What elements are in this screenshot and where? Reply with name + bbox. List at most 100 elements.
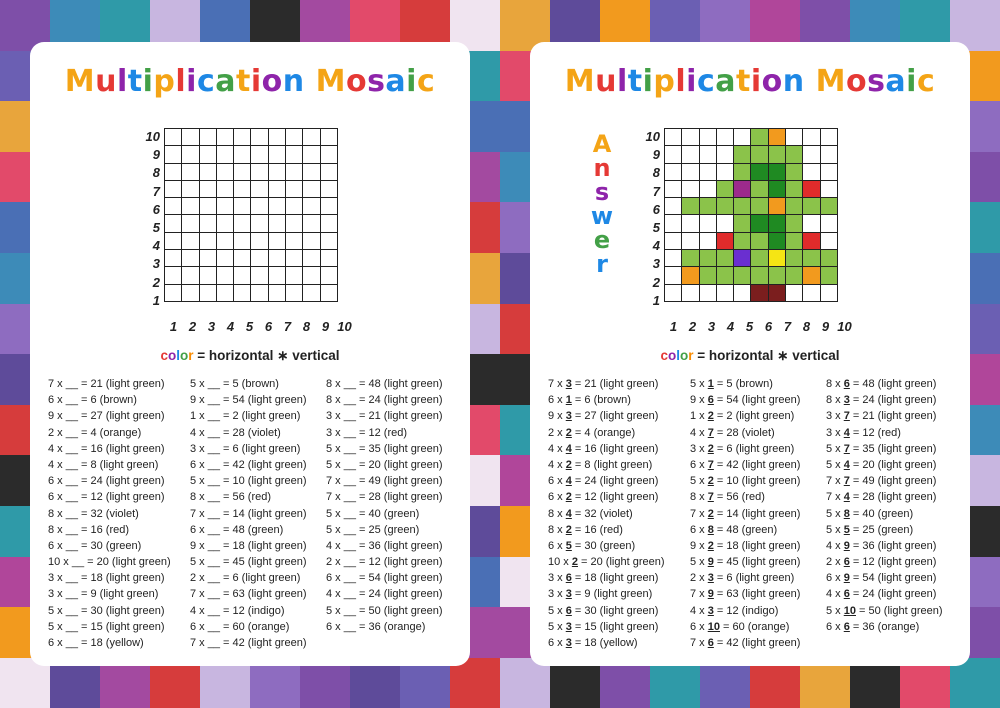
grid-cell[interactable] (163, 283, 183, 302)
grid-cell[interactable] (198, 127, 217, 147)
grid-cell[interactable] (233, 249, 252, 268)
grid-cell[interactable] (285, 266, 304, 285)
grid-cell[interactable] (181, 283, 200, 302)
grid-cell[interactable] (163, 266, 183, 285)
grid-cell[interactable] (302, 283, 321, 302)
grid-cell[interactable] (215, 249, 235, 268)
grid-cell[interactable] (302, 127, 321, 147)
grid-cell[interactable] (198, 197, 217, 216)
grid-cell[interactable] (319, 197, 338, 216)
grid-cell[interactable] (181, 145, 200, 164)
grid-cell[interactable] (267, 127, 287, 147)
grid-cell[interactable] (250, 179, 269, 199)
grid-cell[interactable] (302, 214, 321, 233)
grid-cell[interactable] (250, 249, 269, 268)
grid-cell[interactable] (285, 283, 304, 302)
grid-cell[interactable] (215, 266, 235, 285)
grid-cell[interactable] (181, 214, 200, 233)
grid-cell[interactable] (163, 197, 183, 216)
grid-cell[interactable] (215, 127, 235, 147)
grid-cell[interactable] (302, 145, 321, 164)
grid-cell[interactable] (215, 145, 235, 164)
grid-cell[interactable] (250, 214, 269, 233)
grid-cell[interactable] (285, 197, 304, 216)
grid-cell[interactable] (181, 249, 200, 268)
grid-cell[interactable] (163, 249, 183, 268)
grid-cell[interactable] (163, 145, 183, 164)
grid-cell[interactable] (267, 179, 287, 199)
grid-cell[interactable] (267, 162, 287, 181)
grid-cell[interactable] (285, 162, 304, 181)
grid-cell[interactable] (198, 179, 217, 199)
grid-cell[interactable] (181, 197, 200, 216)
grid-cell[interactable] (250, 145, 269, 164)
grid-cell[interactable] (233, 266, 252, 285)
grid-cell[interactable] (285, 249, 304, 268)
grid-cell[interactable] (319, 162, 338, 181)
grid-cell[interactable] (267, 283, 287, 302)
grid-cell[interactable] (302, 231, 321, 251)
grid-cell[interactable] (302, 197, 321, 216)
grid-cell[interactable] (267, 266, 287, 285)
grid-cell[interactable] (285, 127, 304, 147)
grid-cell[interactable] (319, 127, 338, 147)
grid-cell[interactable] (319, 231, 338, 251)
grid-cell[interactable] (319, 179, 338, 199)
grid-cell[interactable] (181, 162, 200, 181)
grid-cell[interactable] (285, 231, 304, 251)
grid-cell[interactable] (215, 231, 235, 251)
grid-cell[interactable] (285, 145, 304, 164)
grid-cell[interactable] (267, 249, 287, 268)
grid-cell[interactable] (233, 145, 252, 164)
grid-cell[interactable] (285, 179, 304, 199)
grid-cell[interactable] (198, 231, 217, 251)
grid-cell[interactable] (181, 231, 200, 251)
grid-cell[interactable] (302, 249, 321, 268)
grid-cell[interactable] (215, 179, 235, 199)
grid-cell[interactable] (250, 197, 269, 216)
grid-cell[interactable] (215, 162, 235, 181)
grid-cell[interactable] (163, 179, 183, 199)
grid-cell[interactable] (285, 214, 304, 233)
grid-cell[interactable] (250, 127, 269, 147)
grid-cell[interactable] (233, 127, 252, 147)
grid-cell[interactable] (163, 214, 183, 233)
grid-cell[interactable] (198, 145, 217, 164)
grid-cell[interactable] (198, 249, 217, 268)
grid-cell[interactable] (319, 266, 338, 285)
grid-cell[interactable] (267, 145, 287, 164)
grid-cell[interactable] (233, 231, 252, 251)
grid-cell[interactable] (198, 266, 217, 285)
grid-cell[interactable] (302, 162, 321, 181)
grid-cell[interactable] (302, 266, 321, 285)
grid-cell[interactable] (181, 179, 200, 199)
grid-cell[interactable] (250, 283, 269, 302)
grid-cell[interactable] (267, 214, 287, 233)
grid-cell[interactable] (198, 162, 217, 181)
grid-cell[interactable] (163, 127, 183, 147)
grid-cell[interactable] (319, 145, 338, 164)
grid-cell[interactable] (267, 197, 287, 216)
grid-cell[interactable] (233, 283, 252, 302)
grid-cell[interactable] (250, 231, 269, 251)
grid-cell[interactable] (198, 283, 217, 302)
grid-cell[interactable] (319, 249, 338, 268)
grid-cell[interactable] (163, 162, 183, 181)
grid-cell[interactable] (181, 266, 200, 285)
grid-cell[interactable] (319, 283, 338, 302)
grid-cell[interactable] (302, 179, 321, 199)
grid-cell[interactable] (181, 127, 200, 147)
grid-cell[interactable] (267, 231, 287, 251)
grid-cell[interactable] (215, 197, 235, 216)
grid-cell[interactable] (250, 266, 269, 285)
grid-cell[interactable] (215, 283, 235, 302)
grid-cell[interactable] (233, 162, 252, 181)
grid-cell[interactable] (233, 214, 252, 233)
grid-cell[interactable] (319, 214, 338, 233)
grid-cell[interactable] (233, 179, 252, 199)
grid-cell[interactable] (215, 214, 235, 233)
grid-cell[interactable] (250, 162, 269, 181)
grid-cell[interactable] (233, 197, 252, 216)
grid-cell[interactable] (198, 214, 217, 233)
grid-cell[interactable] (163, 231, 183, 251)
